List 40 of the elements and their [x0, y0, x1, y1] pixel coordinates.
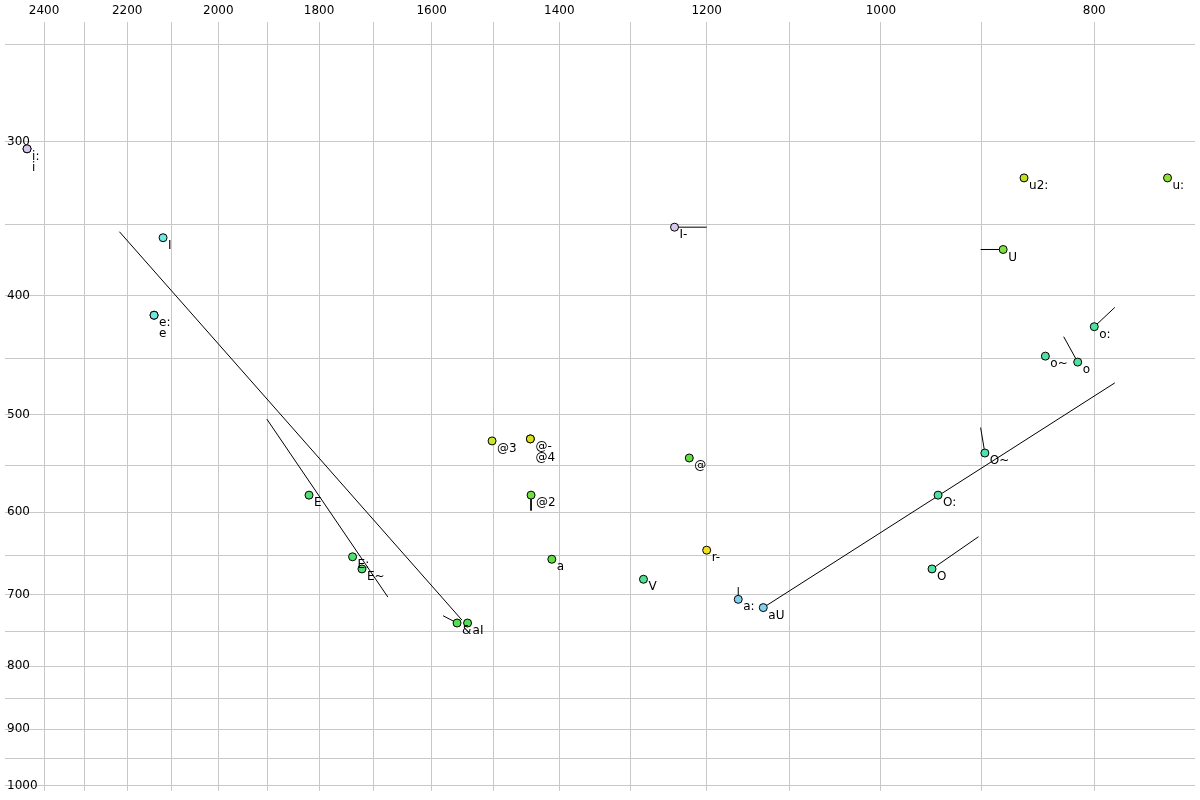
annotation: o~: [1050, 356, 1068, 371]
annotation: r-: [711, 550, 721, 565]
annotation: o: [1082, 362, 1091, 377]
x-tick-label: 1000: [865, 3, 897, 18]
annotation: u:: [1172, 178, 1185, 193]
annotation: V: [648, 579, 658, 594]
y-tick-label: 400: [7, 287, 30, 302]
annotation: a: [556, 559, 565, 574]
annotation: @3: [497, 441, 517, 456]
annotation: o:: [1099, 326, 1111, 341]
annotation: O:: [943, 495, 957, 510]
y-tick-label: 800: [7, 658, 30, 673]
annotation: O~: [989, 453, 1010, 468]
annotation: i: [32, 159, 36, 174]
x-tick-label: 2200: [111, 3, 143, 18]
y-tick-label: 900: [7, 721, 30, 736]
x-tick-label: 800: [1082, 3, 1106, 18]
annotation: a:: [743, 599, 755, 614]
annotation: U: [1008, 249, 1017, 264]
annotation: aI: [472, 623, 484, 638]
annotation: E: [314, 495, 322, 510]
y-tick-label: 300: [7, 133, 30, 148]
x-tick-label: 2400: [28, 3, 60, 18]
x-tick-label: 1200: [691, 3, 722, 18]
y-tick-label: 600: [7, 504, 30, 519]
y-tick-label: 1000: [7, 777, 38, 792]
y-tick-label: 700: [7, 586, 30, 601]
x-tick-label: 1600: [416, 3, 447, 18]
x-tick-label: 1800: [303, 3, 335, 18]
x-tick-label: 1400: [544, 3, 575, 18]
annotation: @: [694, 458, 707, 473]
annotation: aU: [768, 607, 785, 622]
annotation: &: [462, 623, 472, 638]
annotation: I: [168, 237, 172, 252]
annotation: I-: [679, 227, 688, 242]
x-tick-label: 2000: [203, 3, 234, 18]
annotation: u2:: [1029, 178, 1049, 193]
y-tick-label: 500: [7, 406, 30, 421]
annotation: O: [937, 569, 947, 584]
annotation: @2: [536, 495, 556, 510]
